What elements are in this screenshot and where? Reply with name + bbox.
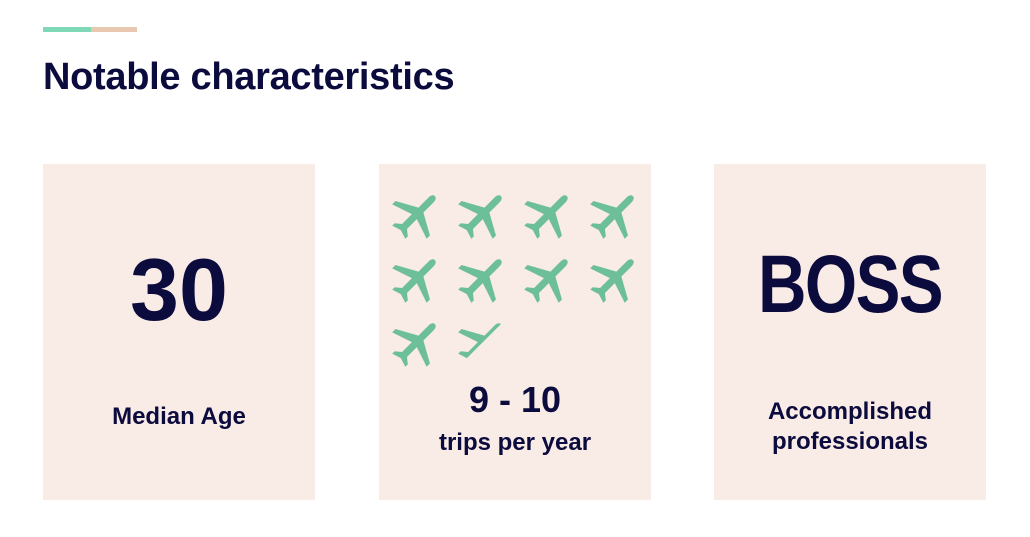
median-age-card: 30 Median Age (43, 164, 315, 500)
accent-segment-peach (91, 27, 137, 32)
airplane-icon (590, 259, 634, 303)
partial-airplane-icon (458, 323, 502, 364)
title-accent-bar (43, 27, 137, 32)
accent-segment-green (43, 27, 91, 32)
trips-value: 9 - 10 (468, 379, 562, 420)
boss-word: BOSS (757, 239, 944, 330)
airplane-icon (392, 195, 436, 239)
page-title: Notable characteristics (43, 56, 455, 98)
professionals-card: BOSS Accomplished professionals (714, 164, 986, 500)
airplane-icon (524, 259, 568, 303)
airplane-icon (392, 259, 436, 303)
airplane-icon (590, 195, 634, 239)
professionals-label-line1: Accomplished (767, 398, 933, 425)
trips-card: 9 - 10 trips per year (379, 164, 651, 500)
airplane-icon (458, 195, 502, 239)
trips-label: trips per year (438, 429, 592, 456)
airplane-icon (524, 195, 568, 239)
airplane-icon-grid (379, 164, 651, 374)
professionals-label: Accomplished professionals (714, 397, 986, 457)
median-age-value: 30 (130, 240, 228, 339)
airplane-icon (458, 259, 502, 303)
median-age-label: Median Age (112, 403, 246, 430)
airplane-icon (392, 323, 436, 367)
professionals-label-line2: professionals (771, 428, 929, 455)
